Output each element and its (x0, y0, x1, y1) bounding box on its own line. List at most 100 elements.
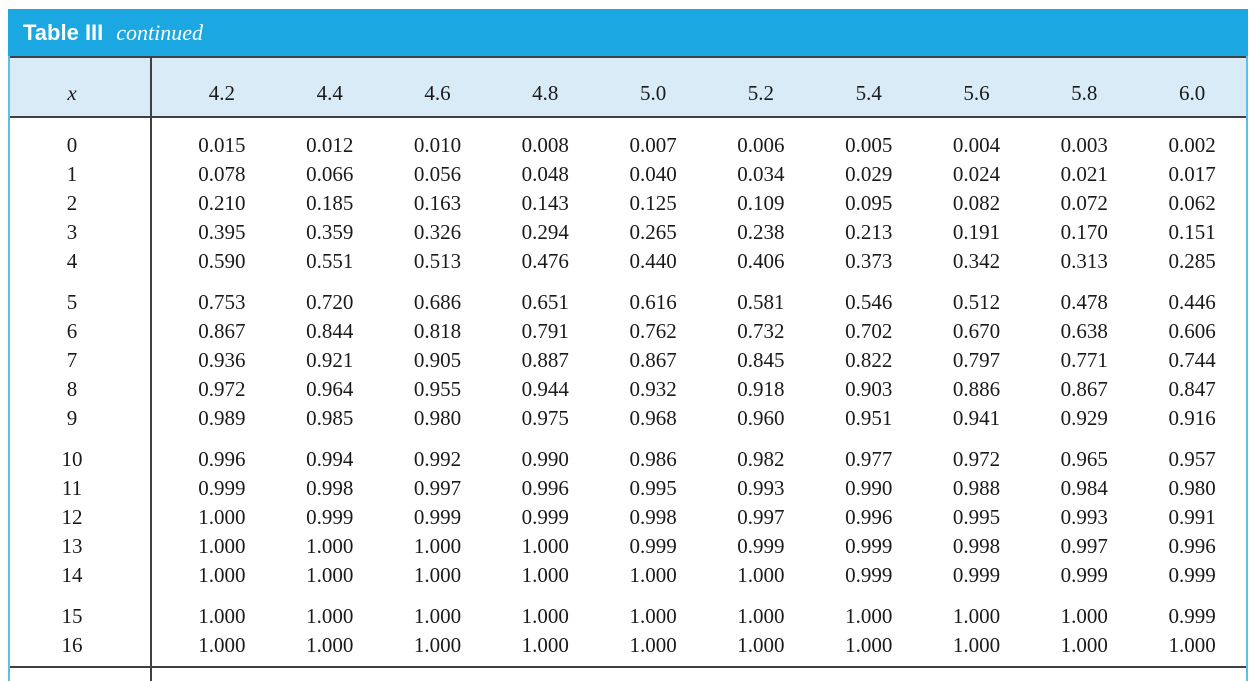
value-cell: 1.000 (413, 633, 462, 657)
value-cell: 0.797 (952, 348, 1001, 372)
value-cell: 0.651 (521, 290, 569, 314)
row-label: 3 (66, 220, 78, 244)
value-cell: 0.993 (737, 476, 785, 500)
table-row: 13 1.000 1.000 1.000 1.000 0.999 0.999 0.999 0.9… (10, 532, 1246, 561)
row-label: 7 (66, 348, 78, 372)
value-cell: 1.000 (413, 563, 462, 587)
table-body: 0 0.015 0.012 0.010 0.008 0.007 0.006 0.005 0.00… (10, 118, 1246, 660)
value-cell: 0.446 (1168, 290, 1216, 314)
value-cell: 0.476 (521, 249, 569, 273)
value-cell: 0.048 (521, 162, 569, 186)
value-cell: 0.998 (952, 534, 1001, 558)
value-cell: 1.000 (198, 633, 246, 657)
value-cell: 1.000 (198, 604, 246, 628)
table-row: 10 0.996 0.994 0.992 0.990 0.986 0.982 0.977 0.9… (10, 445, 1246, 474)
row-label: 9 (66, 406, 78, 430)
column-header: 6.0 (1178, 81, 1206, 105)
value-cell: 0.996 (845, 505, 893, 529)
value-cell: 0.015 (198, 133, 246, 157)
value-cell: 0.941 (952, 406, 1001, 430)
value-cell: 0.616 (629, 290, 677, 314)
value-cell: 0.012 (306, 133, 354, 157)
value-cell: 0.185 (306, 191, 354, 215)
column-header: 5.0 (639, 81, 667, 105)
value-cell: 0.326 (413, 220, 462, 244)
value-cell: 0.513 (413, 249, 462, 273)
value-cell: 0.999 (737, 534, 785, 558)
value-cell: 0.999 (413, 505, 462, 529)
value-cell: 0.062 (1168, 191, 1216, 215)
value-cell: 0.762 (629, 319, 677, 343)
value-cell: 0.998 (306, 476, 354, 500)
value-cell: 0.004 (952, 133, 1001, 157)
value-cell: 0.989 (198, 406, 246, 430)
value-cell: 0.265 (629, 220, 677, 244)
value-cell: 0.546 (845, 290, 893, 314)
table-title-continued: continued (116, 19, 204, 45)
value-cell: 1.000 (521, 563, 569, 587)
value-cell: 0.999 (521, 505, 569, 529)
value-cell: 0.980 (1168, 476, 1216, 500)
value-cell: 0.995 (629, 476, 677, 500)
value-cell: 0.886 (952, 377, 1001, 401)
value-cell: 0.929 (1060, 406, 1108, 430)
value-cell: 0.478 (1060, 290, 1108, 314)
table-row: 11 0.999 0.998 0.997 0.996 0.995 0.993 0.990 0.9… (10, 474, 1246, 503)
value-cell: 0.686 (413, 290, 462, 314)
value-cell: 1.000 (413, 604, 462, 628)
table-row: 9 0.989 0.985 0.980 0.975 0.968 0.960 0.951 0.94… (10, 404, 1246, 433)
value-cell: 0.975 (521, 406, 569, 430)
value-cell: 1.000 (737, 633, 785, 657)
value-cell: 0.957 (1168, 447, 1216, 471)
value-cell: 0.905 (413, 348, 462, 372)
value-cell: 0.968 (629, 406, 677, 430)
value-cell: 0.072 (1060, 191, 1108, 215)
value-cell: 0.972 (198, 377, 246, 401)
value-cell: 0.991 (1168, 505, 1216, 529)
table-row: 7 0.936 0.921 0.905 0.887 0.867 0.845 0.822 0.79… (10, 346, 1246, 375)
value-cell: 0.818 (413, 319, 462, 343)
value-cell: 0.109 (737, 191, 785, 215)
value-cell: 0.213 (845, 220, 893, 244)
value-cell: 0.006 (737, 133, 785, 157)
value-cell: 0.993 (1060, 505, 1108, 529)
value-cell: 0.753 (198, 290, 246, 314)
value-cell: 0.744 (1168, 348, 1216, 372)
value-cell: 0.960 (737, 406, 785, 430)
value-cell: 0.964 (306, 377, 354, 401)
value-cell: 0.163 (413, 191, 462, 215)
value-cell: 0.771 (1060, 348, 1108, 372)
value-cell: 1.000 (1060, 633, 1108, 657)
value-cell: 0.999 (1168, 563, 1216, 587)
statistics-table: Table III continued x 4.2 4.4 4.6 4.8 5.0 5.2… (8, 9, 1248, 681)
value-cell: 0.210 (198, 191, 246, 215)
value-cell: 1.000 (629, 563, 677, 587)
value-cell: 1.000 (306, 633, 354, 657)
value-cell: 0.997 (737, 505, 785, 529)
value-cell: 0.972 (952, 447, 1001, 471)
row-label: 16 (61, 633, 83, 657)
value-cell: 0.992 (413, 447, 462, 471)
table-row: 6 0.867 0.844 0.818 0.791 0.762 0.732 0.702 0.67… (10, 317, 1246, 346)
value-cell: 0.040 (629, 162, 677, 186)
value-cell: 0.999 (952, 563, 1001, 587)
value-cell: 0.342 (952, 249, 1001, 273)
row-group: 5 0.753 0.720 0.686 0.651 0.616 0.581 0.546 0.51… (10, 288, 1246, 433)
value-cell: 0.988 (952, 476, 1001, 500)
value-cell: 0.982 (737, 447, 785, 471)
value-cell: 0.095 (845, 191, 893, 215)
value-cell: 0.844 (306, 319, 354, 343)
value-cell: 0.955 (413, 377, 462, 401)
value-cell: 0.791 (521, 319, 569, 343)
column-header: 5.2 (747, 81, 775, 105)
value-cell: 1.000 (952, 604, 1001, 628)
column-header: 4.2 (208, 81, 236, 105)
value-cell: 0.990 (521, 447, 569, 471)
value-cell: 0.021 (1060, 162, 1108, 186)
value-cell: 0.066 (306, 162, 354, 186)
value-cell: 1.000 (737, 563, 785, 587)
row-label: 15 (61, 604, 83, 628)
table-row: 2 0.210 0.185 0.163 0.143 0.125 0.109 0.095 0.08… (10, 189, 1246, 218)
value-cell: 0.590 (198, 249, 246, 273)
value-cell: 0.170 (1060, 220, 1108, 244)
